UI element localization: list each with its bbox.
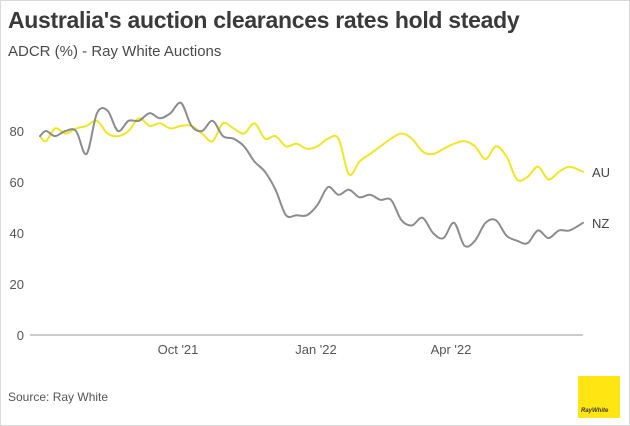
chart-title: Australia's auction clearances rates hol…	[8, 7, 520, 33]
series-label-nz: NZ	[592, 216, 609, 231]
chart-subtitle: ADCR (%) - Ray White Auctions	[8, 43, 222, 60]
series-label-au: AU	[592, 165, 610, 180]
x-tick-label: Apr '22	[431, 342, 472, 357]
y-tick-label: 40	[10, 226, 24, 241]
logo-text: RayWhite	[581, 408, 609, 414]
series-line-nz	[39, 101, 584, 248]
source-note: Source: Ray White	[8, 390, 109, 404]
y-tick-label: 0	[17, 328, 24, 343]
ray-white-logo: RayWhite	[578, 376, 620, 418]
series-line-au	[39, 117, 584, 182]
y-tick-label: 80	[10, 124, 24, 139]
x-tick-label: Jan '22	[295, 342, 337, 357]
y-tick-label: 20	[10, 277, 24, 292]
y-tick-label: 60	[10, 175, 24, 190]
x-tick-label: Oct '21	[158, 342, 199, 357]
